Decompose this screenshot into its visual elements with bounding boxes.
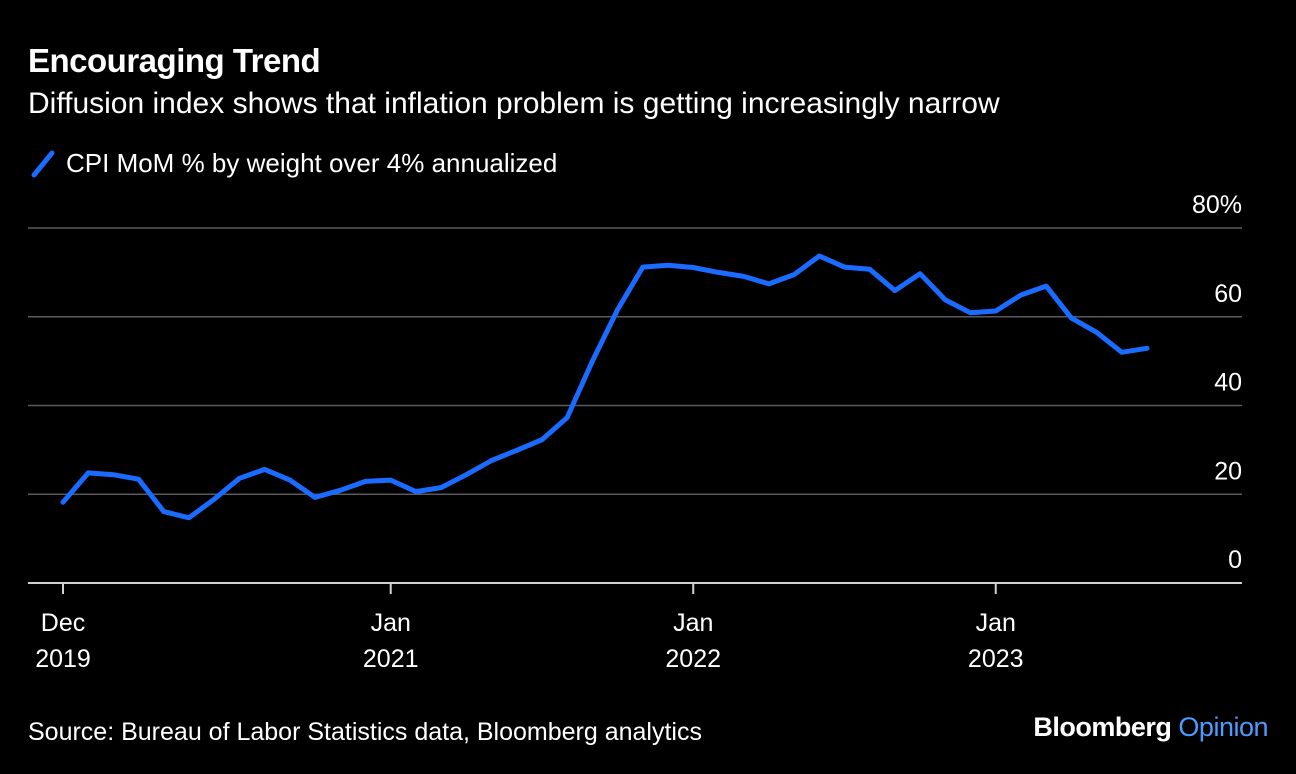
legend-swatch-icon [31, 150, 55, 177]
brand-logo: Bloomberg Opinion [1033, 712, 1268, 743]
x-tick-label-month: Jan [371, 609, 411, 637]
legend: CPI MoM % by weight over 4% annualized [30, 148, 557, 179]
y-tick-label: 20 [1214, 457, 1242, 485]
y-tick-label: 0 [1228, 546, 1242, 574]
x-tick-label-month: Jan [976, 609, 1016, 637]
y-tick-label: 40 [1214, 369, 1242, 397]
brand-section: Opinion [1178, 712, 1268, 742]
series-line [60, 253, 1150, 521]
legend-label: CPI MoM % by weight over 4% annualized [66, 148, 558, 178]
brand-name: Bloomberg [1033, 712, 1172, 742]
y-tick-label: 80% [1192, 191, 1242, 219]
x-tick-label-month: Dec [41, 609, 85, 637]
x-tick-label-month: Jan [673, 609, 713, 637]
x-tick-label-year: 2021 [363, 645, 419, 673]
y-tick-label: 60 [1214, 280, 1242, 308]
x-tick-label-year: 2019 [35, 645, 91, 673]
x-tick-label-year: 2023 [968, 645, 1024, 673]
chart-title: Encouraging Trend [28, 42, 321, 79]
chart-subtitle: Diffusion index shows that inflation pro… [28, 87, 1000, 120]
source-note: Source: Bureau of Labor Statistics data,… [28, 718, 702, 746]
x-tick-label-year: 2022 [665, 645, 721, 673]
